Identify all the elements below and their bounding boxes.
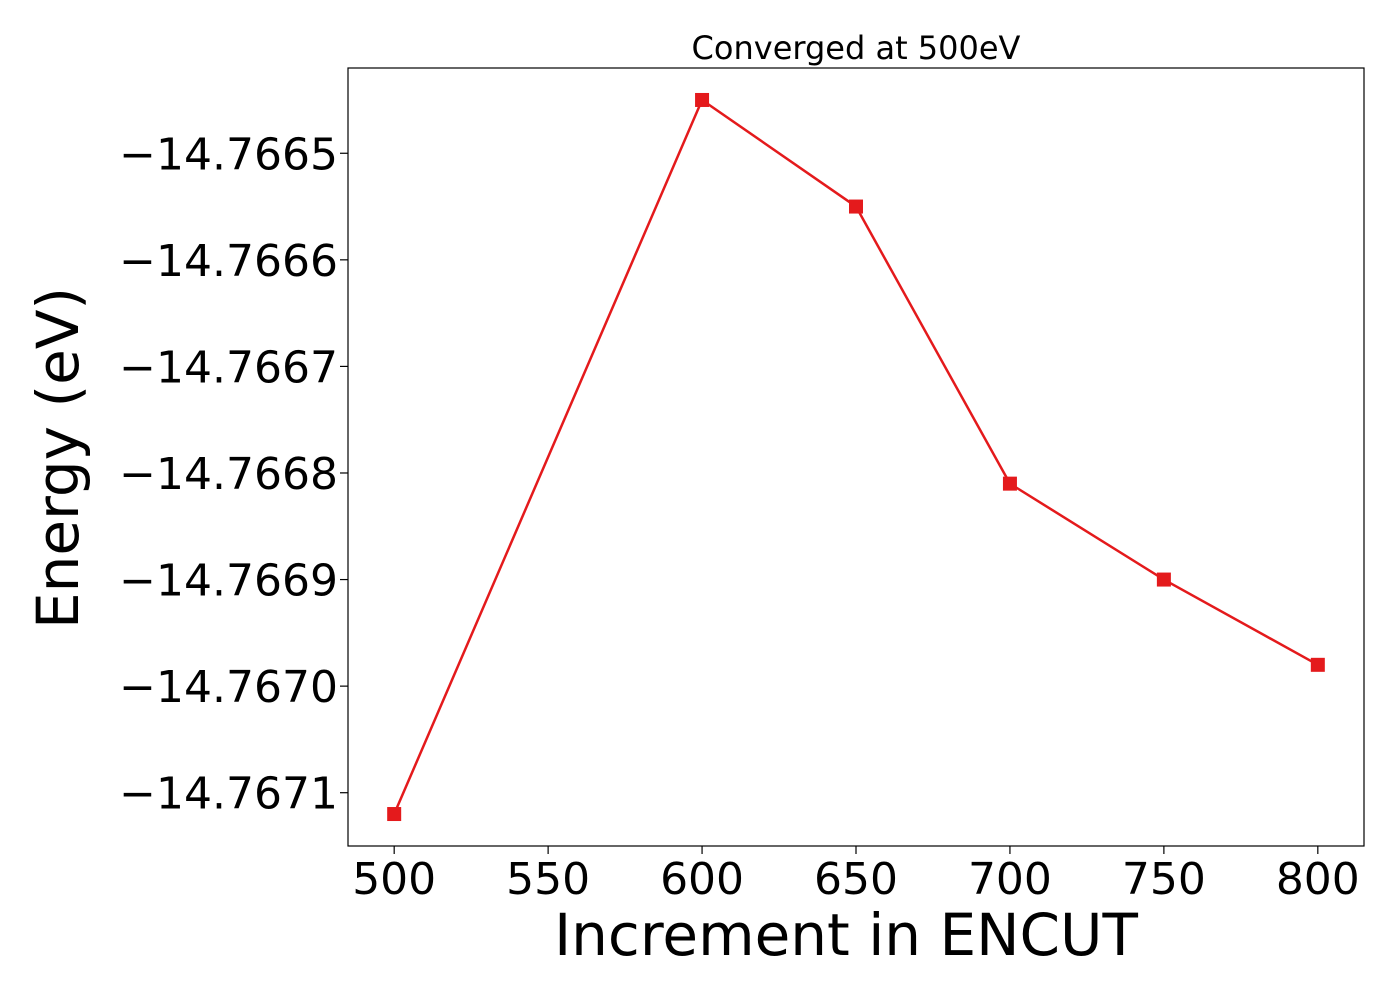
y-tick-label: −14.7666 [119, 236, 338, 287]
x-tick-label: 650 [814, 854, 898, 905]
y-tick-label: −14.7667 [119, 342, 338, 393]
y-tick-label: −14.7670 [119, 662, 338, 713]
x-axis-label: Increment in ENCUT [554, 901, 1138, 969]
y-axis: −14.7665 −14.7666 −14.7667 −14.7668 −14.7669… [119, 129, 348, 820]
x-tick-label: 750 [1122, 854, 1206, 905]
data-point-marker [695, 92, 710, 107]
data-point-marker [387, 807, 402, 822]
y-tick-label: −14.7669 [119, 556, 338, 607]
x-tick-label: 800 [1276, 854, 1360, 905]
y-axis-label: Energy (eV) [24, 287, 92, 629]
y-tick-label: −14.7671 [119, 769, 338, 820]
x-tick-label: 500 [352, 854, 436, 905]
data-point-marker [1002, 476, 1017, 491]
data-point-marker [849, 199, 863, 214]
series-line [393, 98, 1319, 815]
x-tick-label: 700 [968, 854, 1052, 905]
y-tick-label: −14.7665 [119, 129, 338, 180]
x-tick-label: 550 [506, 854, 590, 905]
data-point-marker [1310, 657, 1325, 672]
x-tick-label: 600 [660, 854, 744, 905]
chart-title: Converged at 500eV [692, 29, 1021, 67]
y-tick-label: −14.7668 [119, 449, 338, 500]
data-point-marker [1156, 572, 1171, 587]
x-axis: 500 550 600 650 700 750 800 [352, 846, 1360, 905]
series-group [387, 92, 1325, 822]
